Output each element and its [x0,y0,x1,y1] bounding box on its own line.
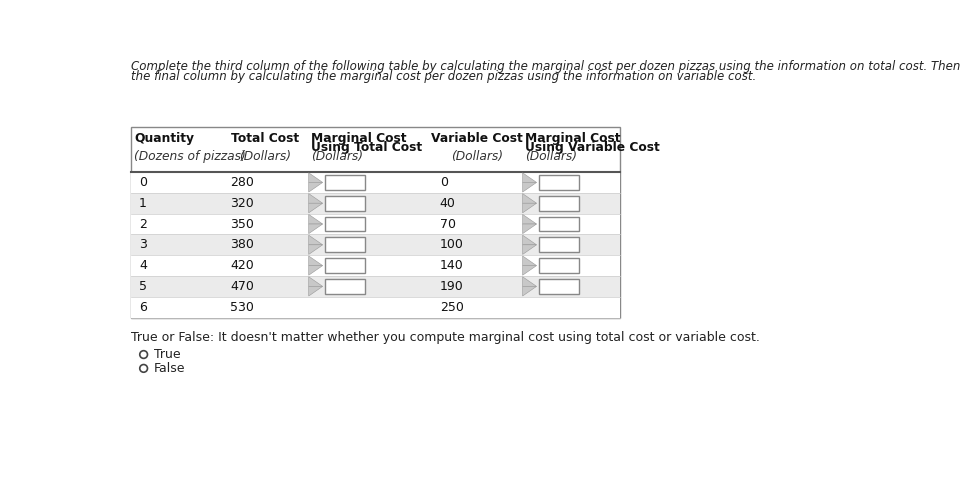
Polygon shape [523,245,536,255]
Text: Using Total Cost: Using Total Cost [311,141,422,154]
Polygon shape [523,224,536,234]
Text: Quantity: Quantity [134,132,195,145]
Text: (Dollars): (Dollars) [239,151,291,164]
Bar [539,258,579,273]
Polygon shape [309,287,323,296]
Polygon shape [523,287,536,296]
Bar [325,258,365,273]
Bar [325,238,365,252]
Text: 0: 0 [440,176,448,189]
Bar [539,175,579,190]
Text: 250: 250 [440,301,463,314]
Polygon shape [523,235,536,245]
Bar [325,196,365,211]
Bar [539,217,579,231]
Text: Marginal Cost: Marginal Cost [311,132,406,145]
Text: 470: 470 [230,280,254,293]
Polygon shape [309,277,323,287]
Text: 100: 100 [440,238,463,251]
Text: (Dollars): (Dollars) [525,151,577,164]
Text: 4: 4 [139,259,146,272]
Polygon shape [523,182,536,192]
Text: 70: 70 [440,217,455,230]
Polygon shape [309,203,323,213]
Polygon shape [309,214,323,224]
Text: True or False: It doesn't matter whether you compute marginal cost using total c: True or False: It doesn't matter whether… [131,332,760,345]
Polygon shape [309,235,323,245]
Bar [325,217,365,231]
Text: (Dollars): (Dollars) [451,151,503,164]
Polygon shape [523,203,536,213]
Polygon shape [523,173,536,182]
Polygon shape [309,245,323,255]
Text: Complete the third column of the following table by calculating the marginal cos: Complete the third column of the followi… [131,60,963,74]
Text: 530: 530 [230,301,254,314]
Text: 6: 6 [139,301,146,314]
Text: 2: 2 [139,217,146,230]
Text: 320: 320 [230,197,254,210]
Polygon shape [309,266,323,275]
Text: Using Variable Cost: Using Variable Cost [525,141,660,154]
Text: 1: 1 [139,197,146,210]
Text: Total Cost: Total Cost [231,132,299,145]
Text: 280: 280 [230,176,254,189]
Polygon shape [523,277,536,287]
Bar [131,297,620,318]
Polygon shape [523,266,536,275]
Bar [325,279,365,294]
Text: 350: 350 [230,217,254,230]
Bar [131,276,620,297]
Bar [131,234,620,255]
Text: (Dozens of pizzas): (Dozens of pizzas) [134,151,247,164]
Bar [131,255,620,276]
Text: False: False [154,362,185,375]
Text: 40: 40 [440,197,455,210]
Bar [131,127,620,318]
Polygon shape [309,224,323,234]
Polygon shape [309,256,323,266]
Polygon shape [523,194,536,203]
Polygon shape [309,182,323,192]
Bar [539,279,579,294]
Polygon shape [309,194,323,203]
Text: 0: 0 [139,176,147,189]
Polygon shape [309,173,323,182]
Text: True: True [154,348,180,361]
Bar [325,175,365,190]
Bar [131,172,620,193]
Text: the final column by calculating the marginal cost per dozen pizzas using the inf: the final column by calculating the marg… [131,70,757,83]
Text: 420: 420 [230,259,254,272]
Polygon shape [523,214,536,224]
Text: 3: 3 [139,238,146,251]
Text: 190: 190 [440,280,463,293]
Bar [131,193,620,213]
Bar [539,196,579,211]
Bar [131,213,620,234]
Text: (Dollars): (Dollars) [311,151,363,164]
Text: 140: 140 [440,259,463,272]
Text: 380: 380 [230,238,254,251]
Bar [539,238,579,252]
Text: Variable Cost: Variable Cost [431,132,523,145]
Text: Marginal Cost: Marginal Cost [525,132,620,145]
Text: 5: 5 [139,280,147,293]
Polygon shape [523,256,536,266]
